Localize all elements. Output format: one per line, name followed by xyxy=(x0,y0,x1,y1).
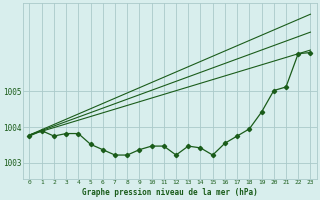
X-axis label: Graphe pression niveau de la mer (hPa): Graphe pression niveau de la mer (hPa) xyxy=(82,188,258,197)
